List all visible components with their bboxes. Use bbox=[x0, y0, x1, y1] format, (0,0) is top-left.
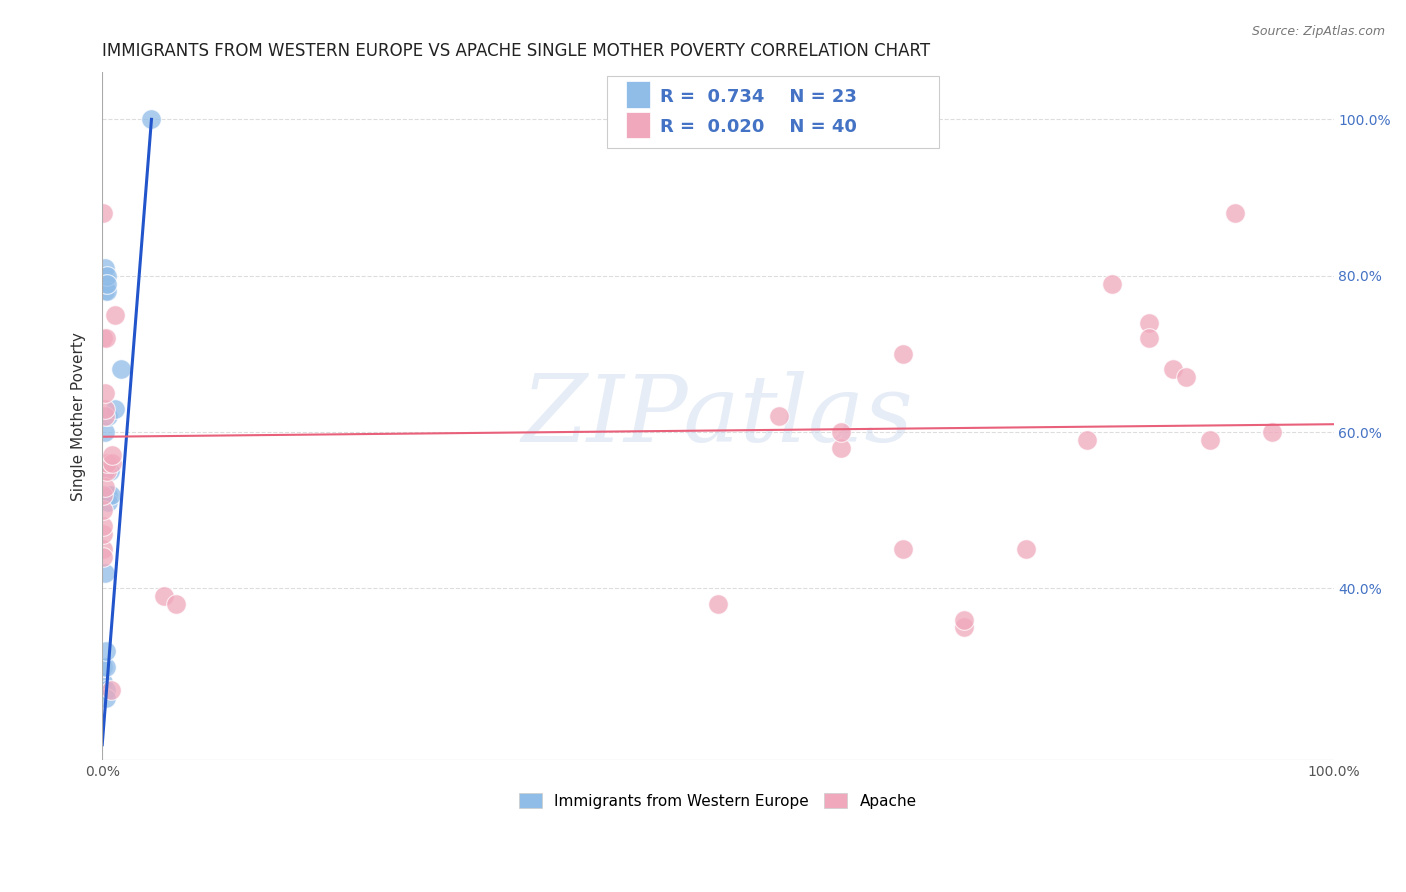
Point bbox=[152, 589, 174, 603]
Point bbox=[100, 487, 122, 501]
Point bbox=[98, 464, 121, 478]
Point bbox=[93, 503, 115, 517]
Point bbox=[93, 542, 115, 557]
Point bbox=[103, 401, 125, 416]
Point bbox=[1015, 542, 1038, 557]
Point bbox=[1163, 362, 1185, 376]
Point bbox=[93, 519, 115, 533]
Point bbox=[93, 331, 115, 345]
Point bbox=[93, 480, 115, 494]
Point bbox=[94, 644, 117, 658]
FancyBboxPatch shape bbox=[626, 112, 650, 137]
Point bbox=[94, 331, 117, 345]
Point bbox=[101, 456, 124, 470]
Point bbox=[96, 268, 118, 283]
Text: ZIPatlas: ZIPatlas bbox=[522, 371, 914, 461]
Point bbox=[830, 425, 852, 439]
Point bbox=[97, 495, 120, 509]
Text: IMMIGRANTS FROM WESTERN EUROPE VS APACHE SINGLE MOTHER POVERTY CORRELATION CHART: IMMIGRANTS FROM WESTERN EUROPE VS APACHE… bbox=[103, 42, 931, 60]
Point bbox=[93, 675, 115, 690]
Point bbox=[1261, 425, 1284, 439]
Text: Source: ZipAtlas.com: Source: ZipAtlas.com bbox=[1251, 25, 1385, 38]
Point bbox=[93, 425, 115, 439]
Point bbox=[97, 487, 120, 501]
Point bbox=[93, 566, 115, 580]
Point bbox=[93, 206, 115, 220]
Point bbox=[94, 690, 117, 705]
Point bbox=[93, 285, 115, 299]
Point bbox=[93, 550, 115, 565]
FancyBboxPatch shape bbox=[626, 81, 650, 108]
Point bbox=[707, 597, 730, 611]
Text: R =  0.734    N = 23: R = 0.734 N = 23 bbox=[659, 87, 856, 105]
Point bbox=[93, 526, 115, 541]
Point bbox=[94, 659, 117, 673]
Point bbox=[100, 683, 122, 698]
Legend: Immigrants from Western Europe, Apache: Immigrants from Western Europe, Apache bbox=[513, 787, 922, 814]
Point bbox=[1174, 370, 1197, 384]
Point bbox=[96, 464, 118, 478]
Point bbox=[768, 409, 790, 424]
Point bbox=[93, 464, 115, 478]
Point bbox=[93, 401, 115, 416]
Point bbox=[94, 277, 117, 291]
FancyBboxPatch shape bbox=[607, 76, 939, 148]
Point bbox=[1137, 331, 1160, 345]
Point bbox=[1199, 433, 1222, 447]
Point bbox=[93, 409, 115, 424]
Point bbox=[891, 347, 914, 361]
Point bbox=[1137, 316, 1160, 330]
Point bbox=[891, 542, 914, 557]
Point bbox=[94, 683, 117, 698]
Point bbox=[110, 362, 132, 376]
Point bbox=[103, 308, 125, 322]
Point bbox=[165, 597, 187, 611]
Text: R =  0.020    N = 40: R = 0.020 N = 40 bbox=[659, 118, 856, 136]
Point bbox=[101, 449, 124, 463]
Point bbox=[93, 487, 115, 501]
Point bbox=[93, 659, 115, 673]
Point bbox=[141, 112, 163, 127]
Point bbox=[93, 268, 115, 283]
Point bbox=[1223, 206, 1246, 220]
Point bbox=[96, 456, 118, 470]
Point bbox=[953, 620, 976, 634]
Point bbox=[96, 277, 118, 291]
Point bbox=[953, 613, 976, 627]
Point bbox=[1101, 277, 1123, 291]
Point bbox=[1076, 433, 1098, 447]
Point bbox=[93, 386, 115, 401]
Point bbox=[830, 441, 852, 455]
Point bbox=[93, 260, 115, 275]
Point bbox=[96, 285, 118, 299]
Point bbox=[97, 409, 120, 424]
Y-axis label: Single Mother Poverty: Single Mother Poverty bbox=[72, 332, 86, 500]
